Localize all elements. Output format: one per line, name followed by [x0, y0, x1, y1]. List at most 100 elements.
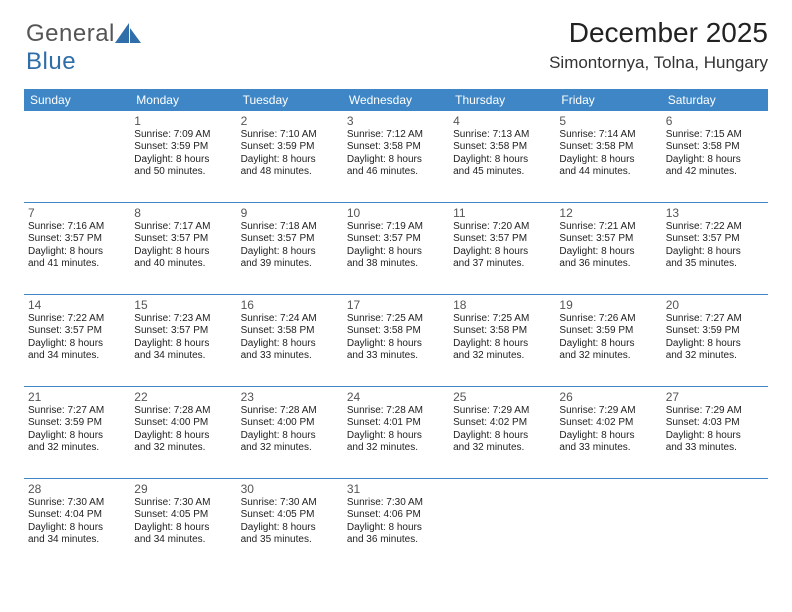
cell-daylight1: Daylight: 8 hours: [134, 522, 232, 535]
cell-sunrise: Sunrise: 7:12 AM: [347, 129, 445, 142]
cell-sunset: Sunset: 3:58 PM: [453, 325, 551, 338]
cell-details: Sunrise: 7:20 AMSunset: 3:57 PMDaylight:…: [453, 221, 551, 271]
day-number: 28: [28, 482, 126, 496]
weekday-header: Wednesday: [343, 89, 449, 111]
cell-daylight2: and 34 minutes.: [134, 534, 232, 547]
calendar-row: 14Sunrise: 7:22 AMSunset: 3:57 PMDayligh…: [24, 294, 768, 386]
cell-details: Sunrise: 7:29 AMSunset: 4:02 PMDaylight:…: [453, 405, 551, 455]
cell-sunrise: Sunrise: 7:13 AM: [453, 129, 551, 142]
day-number: 17: [347, 298, 445, 312]
cell-daylight2: and 36 minutes.: [347, 534, 445, 547]
cell-sunrise: Sunrise: 7:14 AM: [559, 129, 657, 142]
cell-details: Sunrise: 7:22 AMSunset: 3:57 PMDaylight:…: [28, 313, 126, 363]
cell-sunset: Sunset: 3:57 PM: [28, 233, 126, 246]
cell-daylight2: and 50 minutes.: [134, 166, 232, 179]
cell-sunrise: Sunrise: 7:22 AM: [28, 313, 126, 326]
sail-icon: [115, 23, 141, 43]
calendar-cell: 3Sunrise: 7:12 AMSunset: 3:58 PMDaylight…: [343, 111, 449, 203]
calendar-cell: 21Sunrise: 7:27 AMSunset: 3:59 PMDayligh…: [24, 386, 130, 478]
cell-daylight2: and 44 minutes.: [559, 166, 657, 179]
calendar-cell: [24, 111, 130, 203]
cell-daylight2: and 40 minutes.: [134, 258, 232, 271]
cell-sunset: Sunset: 3:57 PM: [28, 325, 126, 338]
cell-daylight1: Daylight: 8 hours: [453, 246, 551, 259]
cell-sunrise: Sunrise: 7:20 AM: [453, 221, 551, 234]
cell-sunset: Sunset: 4:02 PM: [453, 417, 551, 430]
calendar-cell: 14Sunrise: 7:22 AMSunset: 3:57 PMDayligh…: [24, 294, 130, 386]
cell-details: Sunrise: 7:27 AMSunset: 3:59 PMDaylight:…: [666, 313, 764, 363]
cell-daylight1: Daylight: 8 hours: [28, 430, 126, 443]
cell-details: Sunrise: 7:18 AMSunset: 3:57 PMDaylight:…: [241, 221, 339, 271]
cell-daylight2: and 32 minutes.: [241, 442, 339, 455]
logo-text-general: General: [26, 20, 115, 47]
cell-daylight1: Daylight: 8 hours: [134, 246, 232, 259]
day-number: 2: [241, 114, 339, 128]
cell-daylight2: and 32 minutes.: [134, 442, 232, 455]
calendar-cell: 1Sunrise: 7:09 AMSunset: 3:59 PMDaylight…: [130, 111, 236, 203]
weekday-header: Tuesday: [237, 89, 343, 111]
cell-daylight1: Daylight: 8 hours: [28, 522, 126, 535]
cell-sunrise: Sunrise: 7:25 AM: [453, 313, 551, 326]
cell-daylight1: Daylight: 8 hours: [666, 246, 764, 259]
cell-details: Sunrise: 7:16 AMSunset: 3:57 PMDaylight:…: [28, 221, 126, 271]
calendar-cell: [449, 478, 555, 570]
day-number: 23: [241, 390, 339, 404]
cell-sunset: Sunset: 4:04 PM: [28, 509, 126, 522]
cell-daylight1: Daylight: 8 hours: [347, 246, 445, 259]
cell-sunrise: Sunrise: 7:30 AM: [347, 497, 445, 510]
calendar-cell: 20Sunrise: 7:27 AMSunset: 3:59 PMDayligh…: [662, 294, 768, 386]
calendar-cell: 12Sunrise: 7:21 AMSunset: 3:57 PMDayligh…: [555, 202, 661, 294]
calendar-cell: [662, 478, 768, 570]
cell-sunrise: Sunrise: 7:28 AM: [241, 405, 339, 418]
weekday-header-row: Sunday Monday Tuesday Wednesday Thursday…: [24, 89, 768, 111]
calendar-cell: 6Sunrise: 7:15 AMSunset: 3:58 PMDaylight…: [662, 111, 768, 203]
day-number: 29: [134, 482, 232, 496]
cell-sunset: Sunset: 3:59 PM: [134, 141, 232, 154]
cell-details: Sunrise: 7:29 AMSunset: 4:02 PMDaylight:…: [559, 405, 657, 455]
cell-sunrise: Sunrise: 7:17 AM: [134, 221, 232, 234]
cell-sunset: Sunset: 3:57 PM: [666, 233, 764, 246]
cell-daylight2: and 33 minutes.: [666, 442, 764, 455]
cell-daylight1: Daylight: 8 hours: [347, 430, 445, 443]
cell-details: Sunrise: 7:25 AMSunset: 3:58 PMDaylight:…: [453, 313, 551, 363]
cell-daylight1: Daylight: 8 hours: [241, 430, 339, 443]
cell-details: Sunrise: 7:28 AMSunset: 4:00 PMDaylight:…: [241, 405, 339, 455]
cell-details: Sunrise: 7:27 AMSunset: 3:59 PMDaylight:…: [28, 405, 126, 455]
cell-sunrise: Sunrise: 7:27 AM: [28, 405, 126, 418]
calendar-cell: 31Sunrise: 7:30 AMSunset: 4:06 PMDayligh…: [343, 478, 449, 570]
calendar-cell: 16Sunrise: 7:24 AMSunset: 3:58 PMDayligh…: [237, 294, 343, 386]
calendar-cell: 30Sunrise: 7:30 AMSunset: 4:05 PMDayligh…: [237, 478, 343, 570]
calendar-cell: 9Sunrise: 7:18 AMSunset: 3:57 PMDaylight…: [237, 202, 343, 294]
calendar-cell: 23Sunrise: 7:28 AMSunset: 4:00 PMDayligh…: [237, 386, 343, 478]
cell-sunset: Sunset: 3:57 PM: [134, 233, 232, 246]
day-number: 25: [453, 390, 551, 404]
cell-sunrise: Sunrise: 7:15 AM: [666, 129, 764, 142]
day-number: 7: [28, 206, 126, 220]
cell-daylight1: Daylight: 8 hours: [666, 338, 764, 351]
cell-sunrise: Sunrise: 7:22 AM: [666, 221, 764, 234]
cell-daylight2: and 42 minutes.: [666, 166, 764, 179]
cell-sunset: Sunset: 3:57 PM: [241, 233, 339, 246]
cell-details: Sunrise: 7:12 AMSunset: 3:58 PMDaylight:…: [347, 129, 445, 179]
cell-details: Sunrise: 7:29 AMSunset: 4:03 PMDaylight:…: [666, 405, 764, 455]
cell-daylight2: and 39 minutes.: [241, 258, 339, 271]
cell-details: Sunrise: 7:28 AMSunset: 4:01 PMDaylight:…: [347, 405, 445, 455]
cell-details: Sunrise: 7:14 AMSunset: 3:58 PMDaylight:…: [559, 129, 657, 179]
cell-details: Sunrise: 7:19 AMSunset: 3:57 PMDaylight:…: [347, 221, 445, 271]
day-number: 22: [134, 390, 232, 404]
cell-sunrise: Sunrise: 7:30 AM: [134, 497, 232, 510]
cell-daylight1: Daylight: 8 hours: [241, 154, 339, 167]
calendar-cell: 17Sunrise: 7:25 AMSunset: 3:58 PMDayligh…: [343, 294, 449, 386]
calendar-cell: 4Sunrise: 7:13 AMSunset: 3:58 PMDaylight…: [449, 111, 555, 203]
cell-sunset: Sunset: 3:58 PM: [347, 141, 445, 154]
cell-sunrise: Sunrise: 7:23 AM: [134, 313, 232, 326]
calendar-cell: 7Sunrise: 7:16 AMSunset: 3:57 PMDaylight…: [24, 202, 130, 294]
cell-daylight1: Daylight: 8 hours: [666, 430, 764, 443]
cell-daylight2: and 35 minutes.: [241, 534, 339, 547]
cell-daylight1: Daylight: 8 hours: [453, 430, 551, 443]
cell-sunrise: Sunrise: 7:16 AM: [28, 221, 126, 234]
cell-daylight2: and 38 minutes.: [347, 258, 445, 271]
cell-details: Sunrise: 7:13 AMSunset: 3:58 PMDaylight:…: [453, 129, 551, 179]
weekday-header: Monday: [130, 89, 236, 111]
cell-daylight1: Daylight: 8 hours: [453, 338, 551, 351]
